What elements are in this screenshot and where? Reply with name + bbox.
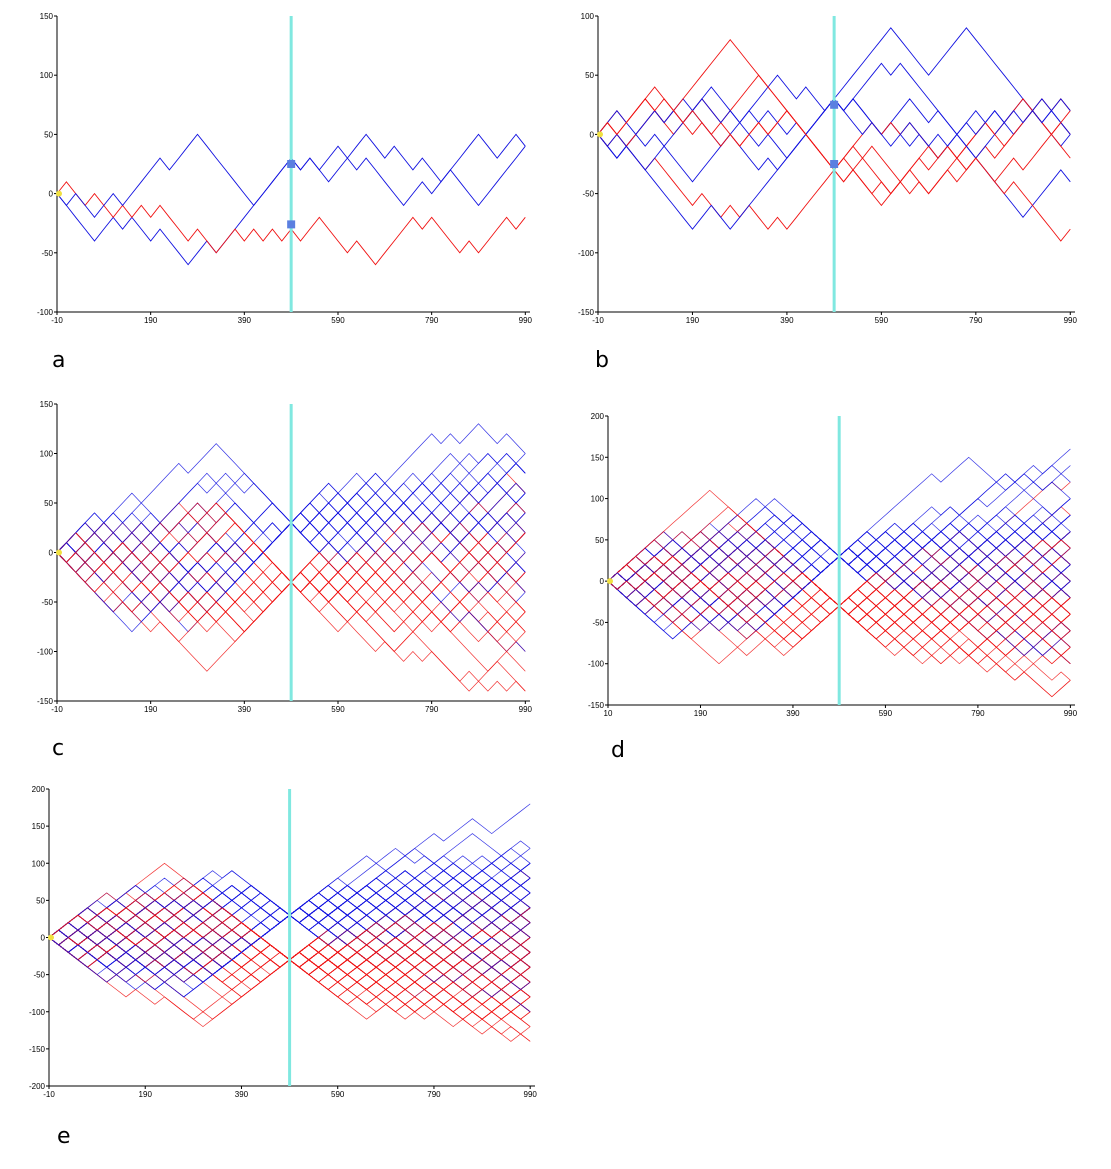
x-tick-label: 790 (425, 316, 439, 325)
y-tick-label: -50 (41, 249, 53, 258)
x-tick-label: 990 (524, 1090, 538, 1099)
y-tick-label: -150 (588, 701, 605, 710)
chart-panel-c: 150 100 50 0 -50 -100 -150 -10 190 390 590 790 990 c (0, 390, 560, 770)
x-tick-label: 790 (427, 1090, 441, 1099)
y-tick-label: -100 (29, 1008, 46, 1017)
point-marker (830, 100, 839, 109)
chart-a: 150 100 50 0 -50 -100-10 190 390 590 790 990 (37, 12, 533, 325)
chart-panel-e: 200 150 100 50 0 -50 -100 -150 -200 -10 190 390 590 7… (0, 780, 560, 1169)
y-tick-label: 0 (590, 130, 595, 139)
x-tick-label: 190 (139, 1090, 153, 1099)
chart-panel-a: 150 100 50 0 -50 -100 -10 190 390 590 790 990 a (0, 0, 560, 380)
y-tick-label: -100 (37, 308, 54, 317)
x-tick-label: 390 (238, 705, 252, 714)
y-tick-label: 50 (585, 71, 594, 80)
x-tick-label: 390 (780, 316, 794, 325)
x-tick-label: -10 (592, 316, 604, 325)
chart-b: 100 50 0 -50 -100 -150-10 190 390 590 790 990 (578, 12, 1078, 325)
y-tick-label: 100 (40, 450, 54, 459)
chart-panel-b: 100 50 0 -50 -100 -150 -10 190 390 590 790 990 b (555, 0, 1111, 380)
x-tick-label: 190 (144, 705, 158, 714)
x-tick-label: 590 (875, 316, 889, 325)
y-tick-label: 100 (32, 859, 46, 868)
y-tick-label: 100 (591, 495, 605, 504)
x-tick-label: 190 (144, 316, 158, 325)
x-tick-label: 190 (694, 709, 708, 718)
x-tick-label: 790 (969, 316, 983, 325)
y-tick-label: 0 (49, 549, 54, 558)
panel-label-c: c (52, 736, 65, 761)
y-tick-label: 100 (581, 12, 595, 21)
y-tick-label: -50 (41, 598, 53, 607)
x-tick-label: 990 (1064, 316, 1078, 325)
x-tick-label: 190 (686, 316, 700, 325)
chart-panel-d: 200 150 100 50 0 -50 -100 -150 10 190 390 590 790 990… (555, 400, 1111, 780)
x-tick-label: 590 (331, 705, 345, 714)
y-tick-label: 50 (44, 130, 53, 139)
y-tick-label: -100 (588, 660, 605, 669)
start-marker (597, 131, 603, 138)
y-tick-label: 200 (32, 785, 46, 794)
y-tick-label: 150 (40, 400, 54, 409)
x-tick-label: 390 (238, 316, 252, 325)
point-marker (287, 160, 296, 168)
x-tick-label: 590 (331, 1090, 345, 1099)
y-tick-label: 100 (40, 71, 54, 80)
x-tick-label: 790 (425, 705, 439, 714)
panel-label-b: b (595, 348, 609, 373)
x-tick-label: 990 (519, 316, 533, 325)
y-tick-label: 50 (44, 499, 53, 508)
y-tick-label: 50 (36, 896, 45, 905)
y-tick-label: 0 (600, 577, 605, 586)
y-tick-label: -100 (578, 249, 595, 258)
chart-e: 200 150 100 50 0 -50 -100 -150 -200-10 190 390 590 7… (29, 785, 538, 1099)
point-marker (830, 160, 839, 168)
x-tick-label: 990 (1064, 709, 1078, 718)
point-marker (287, 220, 296, 229)
y-tick-label: 150 (40, 12, 54, 21)
y-tick-label: -150 (29, 1045, 46, 1054)
y-tick-label: -50 (33, 971, 45, 980)
start-marker (607, 578, 613, 585)
x-tick-label: 590 (331, 316, 345, 325)
x-tick-label: 990 (519, 705, 533, 714)
x-tick-label: 390 (235, 1090, 249, 1099)
y-tick-label: -100 (37, 648, 54, 657)
y-tick-label: 50 (595, 536, 604, 545)
start-marker (56, 549, 62, 556)
y-tick-label: 200 (591, 412, 605, 421)
x-tick-label: 590 (879, 709, 893, 718)
y-tick-label: -150 (37, 697, 54, 706)
chart-c: 150 100 50 0 -50 -100 -150-10 190 390 590 790 990 (37, 400, 533, 714)
y-tick-label: 150 (591, 453, 605, 462)
x-tick-label: 790 (971, 709, 985, 718)
x-tick-label: -10 (43, 1090, 55, 1099)
panel-label-d: d (611, 738, 625, 763)
start-marker (56, 190, 62, 197)
y-tick-label: -150 (578, 308, 595, 317)
y-tick-label: -50 (582, 190, 594, 199)
y-tick-label: -50 (592, 618, 604, 627)
x-tick-label: 390 (786, 709, 800, 718)
panel-label-e: e (57, 1124, 71, 1149)
y-tick-label: 0 (41, 934, 46, 943)
y-tick-label: 150 (32, 822, 46, 831)
y-tick-label: 0 (49, 190, 54, 199)
x-tick-label: 10 (604, 709, 613, 718)
start-marker (48, 934, 54, 941)
y-tick-label: -200 (29, 1082, 46, 1091)
x-tick-label: -10 (51, 316, 63, 325)
x-tick-label: -10 (51, 705, 63, 714)
panel-label-a: a (52, 348, 66, 373)
